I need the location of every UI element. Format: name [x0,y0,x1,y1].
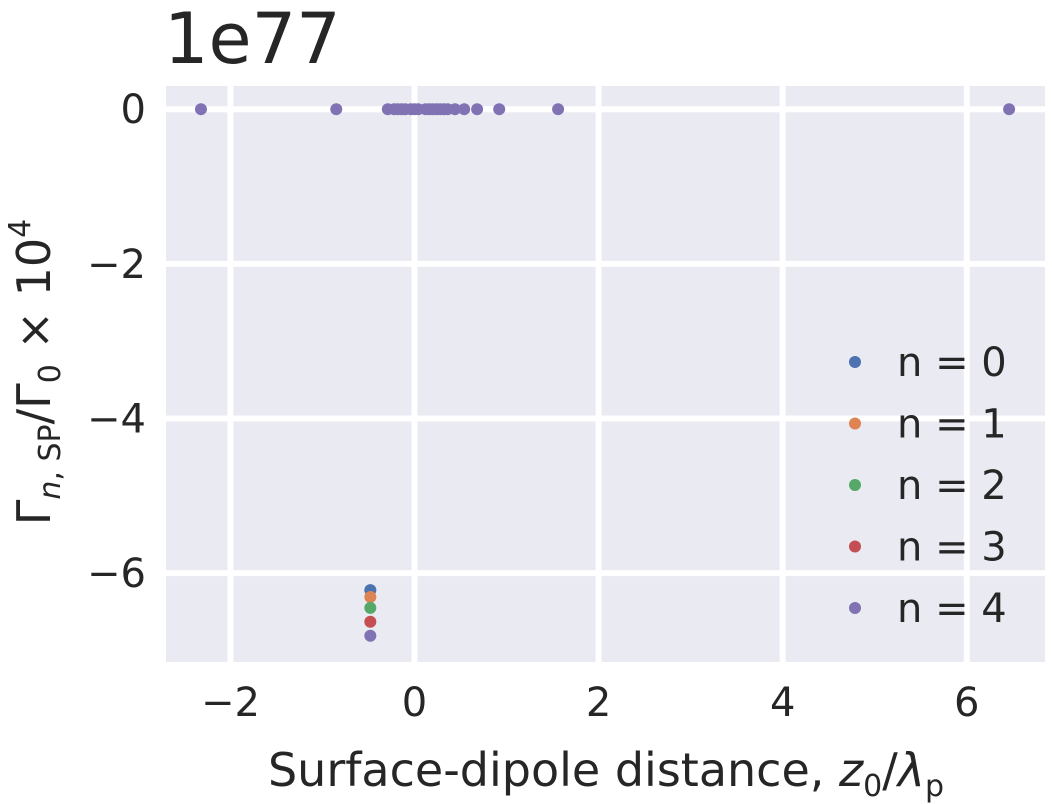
x-tick-label: 4 [770,680,795,726]
x-tick-label: 2 [586,680,611,726]
data-point-n4 [330,103,343,116]
legend-marker-n1 [849,417,861,430]
data-point-n4 [364,629,377,642]
y-tick-labels: 0 −2 −4 −6 [87,87,146,597]
legend-label-n3: n = 3 [897,525,1007,571]
data-point-n4 [471,103,484,116]
data-point-n4 [1003,103,1016,116]
y-tick-label: 0 [121,87,146,133]
plot-area [166,86,1045,662]
legend: n = 0 n = 1 n = 2 n = 3 n = 4 [849,340,1007,632]
data-point-n4 [194,103,207,116]
x-tick-label: 0 [402,680,427,726]
legend-label-n0: n = 0 [897,340,1007,386]
data-points [194,103,1016,642]
legend-marker-n4 [849,602,861,614]
x-axis-label: Surface-dipole distance, z0/λp [268,743,944,804]
legend-marker-n2 [849,479,861,491]
x-tick-label: −2 [201,680,260,726]
data-point-n4 [552,103,565,116]
data-point-n4 [458,103,471,116]
data-point-n2 [364,601,377,614]
grid-lines [166,86,1045,662]
data-point-n3 [364,615,377,628]
y-tick-label: −4 [87,396,146,442]
offset-text: 1e77 [164,0,341,80]
x-tick-label: 6 [954,680,979,726]
legend-label-n2: n = 2 [897,463,1007,509]
data-point-n4 [493,103,506,116]
data-point-n4 [449,103,462,116]
y-tick-label: −6 [87,551,146,597]
y-tick-label: −2 [87,242,146,288]
y-axis-label: Γn, SP/Γ0 × 104 [3,219,68,526]
x-tick-labels: −2 0 2 4 6 [201,680,980,726]
legend-marker-n0 [849,356,861,368]
data-point-n1 [364,591,377,604]
legend-label-n4: n = 4 [897,586,1007,632]
legend-label-n1: n = 1 [897,402,1007,448]
legend-marker-n3 [849,540,861,553]
